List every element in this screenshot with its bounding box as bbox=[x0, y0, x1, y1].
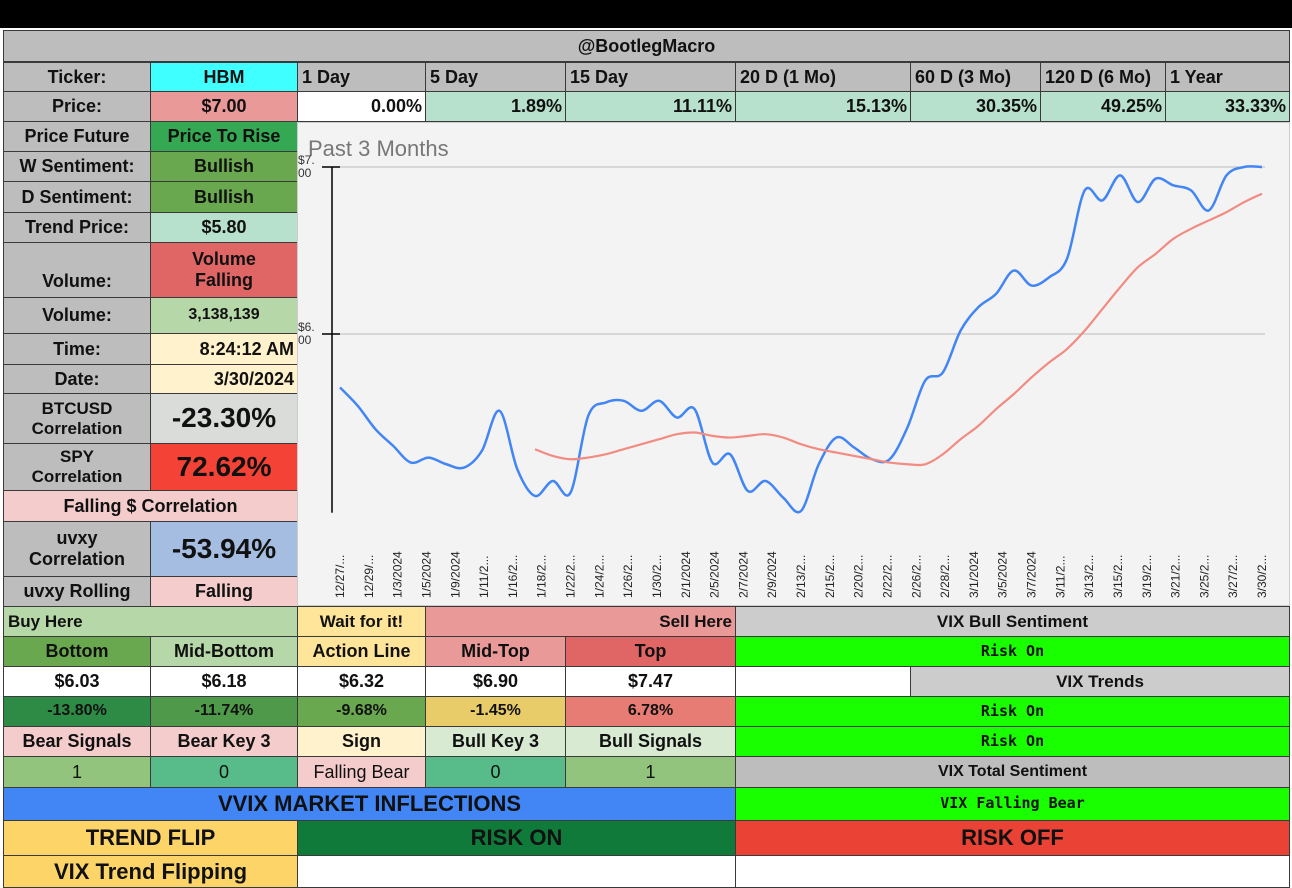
uvxy-rolling-label: uvxy Rolling bbox=[3, 576, 151, 607]
w-sentiment-label: W Sentiment: bbox=[3, 151, 151, 182]
level-mid-top-pct: -1.45% bbox=[425, 696, 566, 727]
ticker-label: Ticker: bbox=[3, 62, 151, 92]
uvxy-rolling-value: Falling bbox=[150, 576, 298, 607]
vix-bull-sentiment-value: Risk On bbox=[735, 636, 1290, 667]
price-chart bbox=[297, 122, 1290, 606]
level-mid-bottom-pct: -11.74% bbox=[150, 696, 298, 727]
volume-trend-line1: Volume bbox=[192, 249, 256, 270]
time-value: 8:24:12 AM bbox=[150, 333, 298, 365]
vix-bull-sentiment-label: VIX Bull Sentiment bbox=[735, 606, 1290, 637]
period-header-5d: 5 Day bbox=[425, 62, 566, 92]
period-change-20d: 15.13% bbox=[735, 91, 911, 122]
buy-here-label: Buy Here bbox=[3, 606, 298, 637]
bull-key3-value: 0 bbox=[425, 756, 566, 788]
volume-trend-label-text: Volume: bbox=[42, 271, 112, 292]
sell-here-label: Sell Here bbox=[425, 606, 736, 637]
level-bottom-pct: -13.80% bbox=[3, 696, 151, 727]
risk-off-banner: RISK OFF bbox=[735, 820, 1290, 856]
price-value: $7.00 bbox=[150, 91, 298, 122]
volume-value: 3,138,139 bbox=[150, 297, 298, 334]
btc-corr-value: -23.30% bbox=[150, 393, 298, 444]
price-future-value: Price To Rise bbox=[150, 121, 298, 152]
vix-total-sentiment-label: VIX Total Sentiment bbox=[735, 756, 1290, 788]
period-change-5d: 1.89% bbox=[425, 91, 566, 122]
volume-trend-label: Volume: bbox=[3, 242, 151, 298]
level-bottom-header: Bottom bbox=[3, 636, 151, 667]
period-change-120d: 49.25% bbox=[1040, 91, 1166, 122]
period-header-15d: 15 Day bbox=[565, 62, 736, 92]
falling-correlation: Falling $ Correlation bbox=[3, 490, 298, 522]
trend-price-value: $5.80 bbox=[150, 212, 298, 243]
vix-trend-flipping: VIX Trend Flipping bbox=[3, 855, 298, 888]
period-header-20d: 20 D (1 Mo) bbox=[735, 62, 911, 92]
vix-trend-1: Risk On bbox=[735, 696, 1290, 727]
volume-trend-line2: Falling bbox=[195, 270, 253, 290]
level-action-line-pct: -9.68% bbox=[297, 696, 426, 727]
vix-trend-2: Risk On bbox=[735, 726, 1290, 757]
date-value: 3/30/2024 bbox=[150, 364, 298, 394]
price-label: Price: bbox=[3, 91, 151, 122]
uvxy-corr-label-2: Correlation bbox=[28, 549, 125, 569]
btc-corr-label-1: BTCUSD bbox=[41, 398, 113, 418]
spy-corr-label-1: SPY bbox=[59, 447, 95, 467]
bear-key3-value: 0 bbox=[150, 756, 298, 788]
date-label: Date: bbox=[3, 364, 151, 394]
period-header-120d: 120 D (6 Mo) bbox=[1040, 62, 1166, 92]
empty-cell bbox=[735, 855, 1290, 888]
ticker-value: HBM bbox=[150, 62, 298, 92]
empty-cell bbox=[297, 855, 736, 888]
spy-corr-value: 72.62% bbox=[150, 443, 298, 491]
price-future-label: Price Future bbox=[3, 121, 151, 152]
btc-corr-label: BTCUSD Correlation bbox=[3, 393, 151, 444]
level-mid-bottom-price: $6.18 bbox=[150, 666, 298, 697]
period-header-1y: 1 Year bbox=[1165, 62, 1290, 92]
period-header-60d: 60 D (3 Mo) bbox=[910, 62, 1041, 92]
empty-cell bbox=[735, 666, 911, 697]
bear-key3-header: Bear Key 3 bbox=[150, 726, 298, 757]
level-mid-top-price: $6.90 bbox=[425, 666, 566, 697]
wait-label: Wait for it! bbox=[297, 606, 426, 637]
level-top-pct: 6.78% bbox=[565, 696, 736, 727]
uvxy-corr-label-1: uvxy bbox=[56, 528, 98, 549]
d-sentiment-value: Bullish bbox=[150, 181, 298, 213]
period-change-1y: 33.33% bbox=[1165, 91, 1290, 122]
period-change-60d: 30.35% bbox=[910, 91, 1041, 122]
bull-signals-header: Bull Signals bbox=[565, 726, 736, 757]
period-change-15d: 11.11% bbox=[565, 91, 736, 122]
level-top-header: Top bbox=[565, 636, 736, 667]
uvxy-corr-label: uvxy Correlation bbox=[3, 521, 151, 577]
level-mid-bottom-header: Mid-Bottom bbox=[150, 636, 298, 667]
time-label: Time: bbox=[3, 333, 151, 365]
d-sentiment-label: D Sentiment: bbox=[3, 181, 151, 213]
bull-key3-header: Bull Key 3 bbox=[425, 726, 566, 757]
vvix-title: VVIX MARKET INFLECTIONS bbox=[3, 787, 736, 821]
sign-header: Sign bbox=[297, 726, 426, 757]
level-top-price: $7.47 bbox=[565, 666, 736, 697]
volume-trend-value: Volume Falling bbox=[150, 242, 298, 298]
level-action-line-price: $6.32 bbox=[297, 666, 426, 697]
header-title: @BootlegMacro bbox=[3, 30, 1290, 62]
bear-signals-header: Bear Signals bbox=[3, 726, 151, 757]
bull-signals-value: 1 bbox=[565, 756, 736, 788]
period-header-1d: 1 Day bbox=[297, 62, 426, 92]
level-action-line-header: Action Line bbox=[297, 636, 426, 667]
btc-corr-label-2: Correlation bbox=[31, 418, 123, 438]
sign-value: Falling Bear bbox=[297, 756, 426, 788]
spy-corr-label-2: Correlation bbox=[31, 467, 123, 486]
top-bar bbox=[0, 0, 1292, 28]
trend-flip: TREND FLIP bbox=[3, 820, 298, 856]
bear-signals-value: 1 bbox=[3, 756, 151, 788]
volume-label: Volume: bbox=[3, 297, 151, 334]
uvxy-corr-value: -53.94% bbox=[150, 521, 298, 577]
spy-corr-label: SPY Correlation bbox=[3, 443, 151, 491]
risk-on-banner: RISK ON bbox=[297, 820, 736, 856]
vix-total-sentiment-value: VIX Falling Bear bbox=[735, 787, 1290, 821]
level-mid-top-header: Mid-Top bbox=[425, 636, 566, 667]
vix-trends-label: VIX Trends bbox=[910, 666, 1290, 697]
w-sentiment-value: Bullish bbox=[150, 151, 298, 182]
period-change-1d: 0.00% bbox=[297, 91, 426, 122]
trend-price-label: Trend Price: bbox=[3, 212, 151, 243]
level-bottom-price: $6.03 bbox=[3, 666, 151, 697]
